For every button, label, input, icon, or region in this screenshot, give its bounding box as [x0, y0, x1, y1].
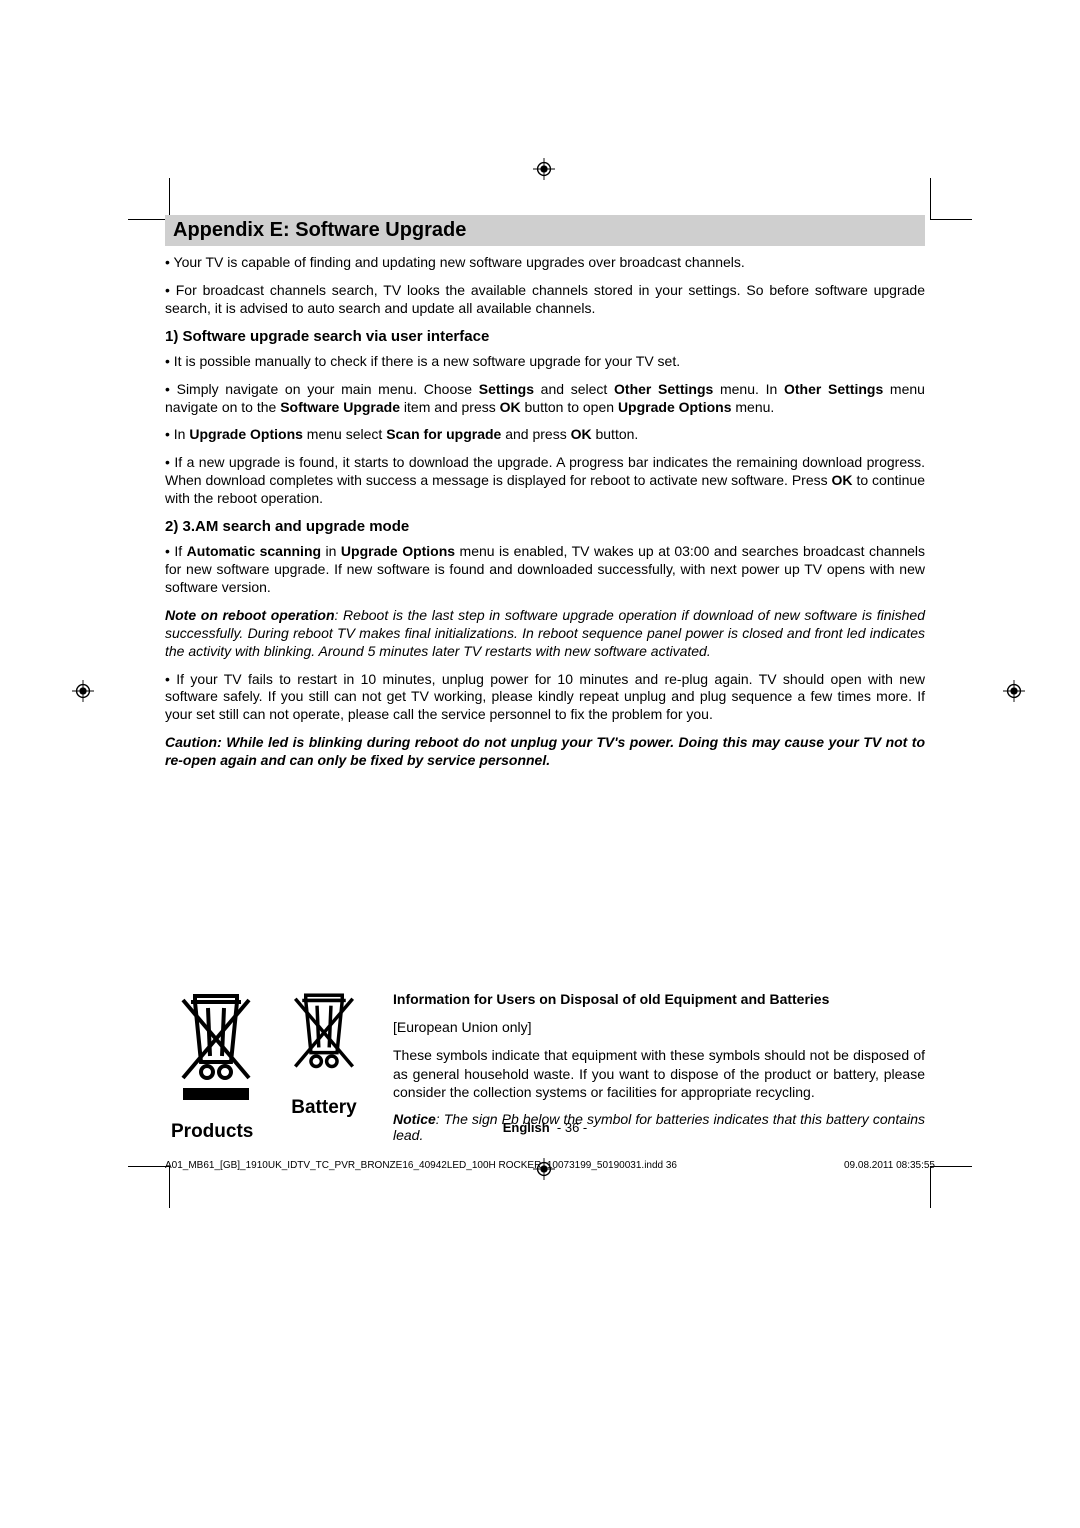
text: Software Upgrade	[280, 399, 400, 415]
note-paragraph: Note on reboot operation: Reboot is the …	[165, 607, 925, 661]
text: Other Settings	[614, 381, 713, 397]
text: menu.	[732, 399, 775, 415]
text: item and press	[400, 399, 500, 415]
text: Settings	[479, 381, 534, 397]
appendix-title: Appendix E: Software Upgrade	[165, 215, 925, 246]
text: • In	[165, 426, 189, 442]
text: • Simply navigate on your main menu. Cho…	[165, 381, 479, 397]
text: OK	[500, 399, 521, 415]
imprint-filename: A01_MB61_[GB]_1910UK_IDTV_TC_PVR_BRONZE1…	[165, 1160, 925, 1171]
text: Upgrade Options	[618, 399, 732, 415]
weee-bin-icon: Battery	[279, 990, 369, 1119]
text: and press	[501, 426, 570, 442]
battery-caption: Battery	[279, 1097, 369, 1119]
text: button.	[592, 426, 639, 442]
paragraph: • In Upgrade Options menu select Scan fo…	[165, 426, 925, 444]
page-content: Appendix E: Software Upgrade • Your TV i…	[165, 215, 925, 1143]
paragraph: • Your TV is capable of finding and upda…	[165, 254, 925, 272]
disposal-title: Information for Users on Disposal of old…	[393, 990, 925, 1008]
paragraph: • For broadcast channels search, TV look…	[165, 282, 925, 318]
text: OK	[571, 426, 592, 442]
disposal-subtitle: [European Union only]	[393, 1018, 925, 1036]
paragraph: • If Automatic scanning in Upgrade Optio…	[165, 543, 925, 597]
language-label: English	[503, 1120, 550, 1135]
registration-mark-icon	[533, 158, 555, 180]
text: • If a new upgrade is found, it starts t…	[165, 454, 925, 488]
crop-mark	[128, 1166, 170, 1208]
text: in	[321, 543, 341, 559]
registration-mark-icon	[1003, 680, 1025, 702]
text: button to open	[521, 399, 618, 415]
crop-mark	[930, 1166, 972, 1208]
page-footer: English - 36 -	[165, 1120, 925, 1135]
caution-paragraph: Caution: While led is blinking during re…	[165, 734, 925, 770]
text: menu. In	[713, 381, 784, 397]
subheading-1: 1) Software upgrade search via user inte…	[165, 328, 925, 345]
paragraph: • Simply navigate on your main menu. Cho…	[165, 381, 925, 417]
text: Upgrade Options	[341, 543, 455, 559]
crop-mark	[930, 178, 972, 220]
page-number: - 36 -	[557, 1120, 587, 1135]
text: OK	[832, 472, 853, 488]
text: Automatic scanning	[187, 543, 321, 559]
text: menu select	[303, 426, 386, 442]
imprint-timestamp: 09.08.2011 08:35:55	[844, 1160, 935, 1171]
weee-bin-icon	[171, 990, 261, 1119]
paragraph: • If a new upgrade is found, it starts t…	[165, 454, 925, 508]
text: • If	[165, 543, 187, 559]
text: and select	[534, 381, 614, 397]
text: Note on reboot operation	[165, 607, 335, 623]
paragraph: • It is possible manually to check if th…	[165, 353, 925, 371]
text: Upgrade Options	[189, 426, 303, 442]
subheading-2: 2) 3.AM search and upgrade mode	[165, 518, 925, 535]
paragraph: • If your TV fails to restart in 10 minu…	[165, 671, 925, 725]
disposal-para: These symbols indicate that equipment wi…	[393, 1046, 925, 1101]
registration-mark-icon	[72, 680, 94, 702]
crop-mark	[128, 178, 170, 220]
text: Scan for upgrade	[386, 426, 501, 442]
text: Other Settings	[784, 381, 883, 397]
